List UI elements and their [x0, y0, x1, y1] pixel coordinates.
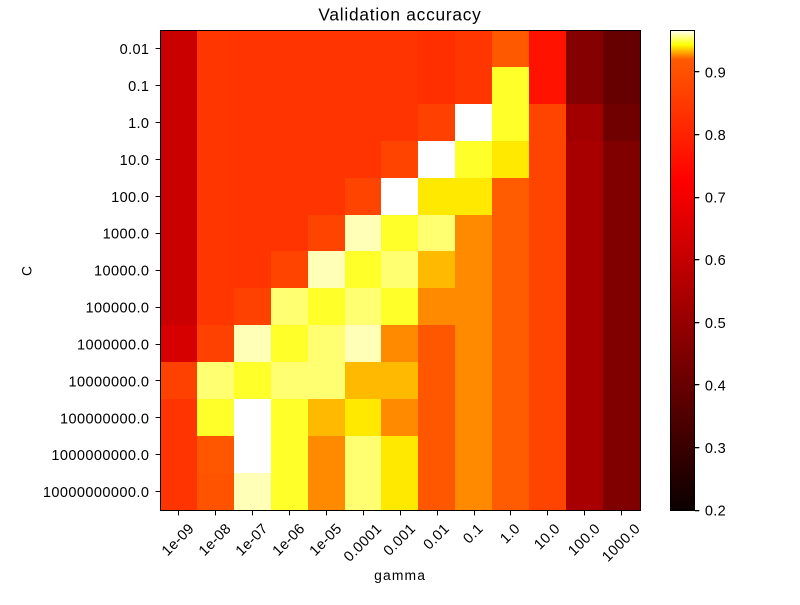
svg-text:100000.0: 100000.0: [86, 301, 150, 317]
svg-text:0.2: 0.2: [705, 504, 726, 520]
svg-text:0.6: 0.6: [705, 253, 726, 269]
svg-text:0.5: 0.5: [705, 316, 726, 332]
svg-text:0.9: 0.9: [705, 65, 726, 81]
svg-text:0.3: 0.3: [705, 441, 726, 457]
svg-text:100000000.0: 100000000.0: [60, 411, 149, 427]
svg-text:1000000.0: 1000000.0: [77, 337, 149, 353]
svg-text:0.01: 0.01: [120, 42, 150, 58]
svg-text:1000.0: 1000.0: [103, 227, 150, 243]
svg-text:10000000.0: 10000000.0: [68, 374, 149, 390]
svg-text:C: C: [19, 266, 35, 276]
svg-text:10000.0: 10000.0: [94, 264, 149, 280]
svg-text:gamma: gamma: [374, 567, 426, 583]
svg-text:10.0: 10.0: [120, 153, 150, 169]
svg-text:1.0: 1.0: [128, 116, 149, 132]
svg-text:10000000000.0: 10000000000.0: [43, 485, 150, 501]
svg-text:0.7: 0.7: [705, 191, 726, 207]
svg-text:0.4: 0.4: [705, 378, 726, 394]
svg-text:1000000000.0: 1000000000.0: [51, 448, 149, 464]
svg-text:100.0: 100.0: [111, 190, 149, 206]
svg-text:0.8: 0.8: [705, 128, 726, 144]
svg-text:0.1: 0.1: [128, 79, 149, 95]
svg-text:Validation accuracy: Validation accuracy: [318, 5, 481, 25]
